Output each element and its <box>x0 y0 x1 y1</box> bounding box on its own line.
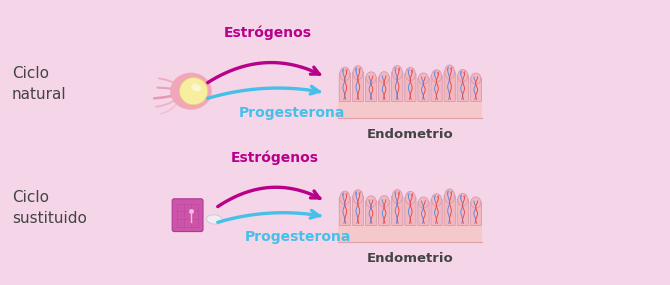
Ellipse shape <box>353 190 363 204</box>
Ellipse shape <box>419 197 428 208</box>
FancyBboxPatch shape <box>431 199 442 225</box>
FancyBboxPatch shape <box>457 75 468 101</box>
Ellipse shape <box>393 66 402 80</box>
Ellipse shape <box>366 196 376 207</box>
FancyBboxPatch shape <box>470 78 482 101</box>
FancyBboxPatch shape <box>365 77 377 101</box>
Ellipse shape <box>180 78 208 105</box>
Text: Estrógenos: Estrógenos <box>224 26 312 40</box>
FancyBboxPatch shape <box>172 199 203 231</box>
Text: Ciclo
sustituido: Ciclo sustituido <box>12 190 87 226</box>
Ellipse shape <box>471 197 481 208</box>
Ellipse shape <box>405 191 415 205</box>
Ellipse shape <box>419 73 428 84</box>
FancyBboxPatch shape <box>392 196 403 225</box>
FancyBboxPatch shape <box>379 77 390 101</box>
Text: Estrógenos: Estrógenos <box>230 151 319 165</box>
Text: Ciclo
natural: Ciclo natural <box>12 66 67 102</box>
Ellipse shape <box>379 72 389 83</box>
FancyBboxPatch shape <box>365 201 377 225</box>
Text: Progesterona: Progesterona <box>245 229 351 244</box>
FancyBboxPatch shape <box>352 196 364 225</box>
Ellipse shape <box>192 84 201 91</box>
Ellipse shape <box>431 70 442 82</box>
FancyBboxPatch shape <box>470 202 482 225</box>
Ellipse shape <box>353 66 363 80</box>
Ellipse shape <box>393 190 402 203</box>
FancyBboxPatch shape <box>352 72 364 101</box>
Ellipse shape <box>405 67 415 81</box>
Ellipse shape <box>170 73 212 110</box>
Bar <box>338 225 482 242</box>
FancyBboxPatch shape <box>339 73 350 101</box>
Ellipse shape <box>340 67 350 81</box>
FancyBboxPatch shape <box>405 197 416 225</box>
Bar <box>338 101 482 118</box>
Text: Endometrio: Endometrio <box>367 128 454 141</box>
Text: Progesterona: Progesterona <box>239 105 344 120</box>
Text: Endometrio: Endometrio <box>367 252 454 265</box>
FancyBboxPatch shape <box>444 72 456 101</box>
Ellipse shape <box>206 215 222 224</box>
FancyBboxPatch shape <box>457 199 468 225</box>
Ellipse shape <box>340 191 350 205</box>
Ellipse shape <box>458 70 468 82</box>
FancyBboxPatch shape <box>418 78 429 101</box>
FancyBboxPatch shape <box>418 202 429 225</box>
FancyBboxPatch shape <box>339 197 350 225</box>
FancyBboxPatch shape <box>392 72 403 101</box>
Ellipse shape <box>471 73 481 84</box>
Ellipse shape <box>431 194 442 206</box>
FancyBboxPatch shape <box>379 201 390 225</box>
Ellipse shape <box>445 65 455 79</box>
Ellipse shape <box>379 196 389 207</box>
Ellipse shape <box>445 189 455 203</box>
FancyBboxPatch shape <box>405 73 416 101</box>
FancyBboxPatch shape <box>431 75 442 101</box>
FancyBboxPatch shape <box>444 196 456 225</box>
Ellipse shape <box>458 194 468 206</box>
Ellipse shape <box>366 72 376 84</box>
